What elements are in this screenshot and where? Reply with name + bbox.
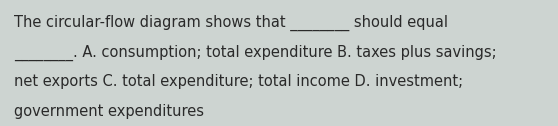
Text: ________. A. consumption; total expenditure B. taxes plus savings;: ________. A. consumption; total expendit… [14, 45, 497, 61]
Text: The circular-flow diagram shows that ________ should equal: The circular-flow diagram shows that ___… [14, 15, 448, 31]
Text: net exports C. total expenditure; total income D. investment;: net exports C. total expenditure; total … [14, 74, 463, 89]
Text: government expenditures: government expenditures [14, 104, 204, 119]
